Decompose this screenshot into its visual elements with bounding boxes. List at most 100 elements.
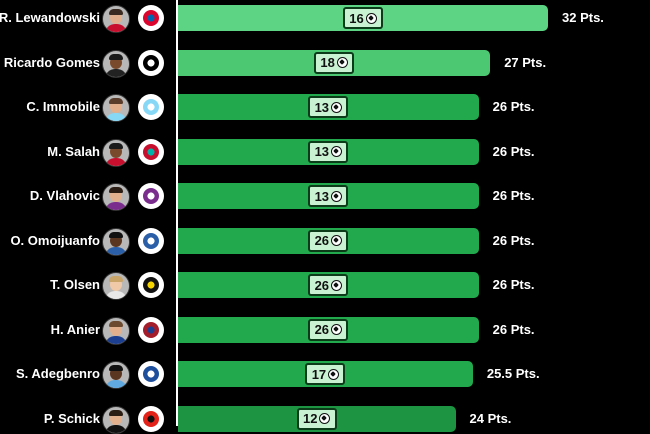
goals-count: 16 (349, 10, 364, 26)
club-crest-icon (143, 321, 159, 338)
football-icon (331, 146, 343, 157)
player-hair (109, 276, 123, 282)
player-shirt (105, 335, 127, 344)
player-shirt (105, 24, 127, 32)
goals-badge: 26 (308, 274, 349, 296)
player-name: T. Olsen (50, 277, 100, 292)
points-label: 26 Pts. (492, 188, 535, 203)
club-crest-icon (143, 10, 159, 26)
player-hair (109, 320, 123, 327)
goals-count: 26 (314, 233, 330, 248)
club-crest-icon (143, 232, 159, 249)
club-crest-icon (143, 366, 159, 382)
football-icon (331, 190, 343, 202)
goals-badge: 17 (305, 363, 346, 385)
football-icon (331, 101, 343, 113)
chart-axis-line (176, 0, 178, 426)
goals-count: 26 (314, 322, 330, 337)
player-name: O. Omoijuanfo (10, 232, 100, 248)
points-label: 25.5 Pts. (486, 366, 540, 381)
player-avatar (102, 183, 130, 211)
player-shirt (105, 68, 127, 77)
goals-count: 18 (320, 55, 335, 70)
player-avatar (102, 405, 130, 434)
player-hair (109, 98, 123, 104)
football-icon (365, 12, 377, 24)
club-logo (138, 405, 164, 432)
goals-badge: 13 (308, 185, 349, 207)
goals-count: 13 (314, 144, 330, 159)
points-label: 26 Pts. (492, 321, 535, 337)
player-name: S. Adegbenro (15, 366, 100, 381)
goals-badge: 12 (296, 407, 337, 430)
player-shirt (105, 157, 127, 166)
football-icon (331, 235, 343, 246)
club-logo (138, 361, 164, 387)
goals-count: 17 (311, 366, 327, 382)
goals-badge: 26 (308, 318, 349, 341)
goals-count: 12 (303, 411, 318, 426)
player-avatar (102, 49, 130, 78)
club-logo (138, 272, 164, 298)
football-icon (331, 279, 343, 291)
player-hair (109, 187, 123, 193)
club-crest-icon (143, 410, 159, 427)
club-logo (138, 49, 164, 76)
goals-badge: 16 (343, 7, 383, 29)
player-shirt (105, 202, 127, 210)
points-label: 26 Pts. (492, 232, 535, 248)
points-label: 26 Pts. (492, 99, 535, 114)
player-hair (109, 409, 123, 416)
football-icon (319, 413, 331, 424)
player-hair (109, 53, 123, 60)
player-shirt (105, 246, 127, 255)
club-logo (138, 183, 164, 209)
goals-count: 26 (314, 277, 330, 293)
club-logo (138, 94, 164, 120)
club-crest-icon (143, 277, 159, 293)
player-name: R. Lewandowski (0, 10, 100, 25)
player-avatar (102, 316, 130, 345)
player-name: D. Vlahovic (29, 188, 100, 203)
club-logo (138, 227, 164, 254)
goals-badge: 13 (308, 140, 349, 163)
points-label: 26 Pts. (492, 277, 535, 292)
points-label: 24 Pts. (469, 410, 512, 426)
points-label: 26 Pts. (492, 143, 535, 159)
goals-badge: 13 (308, 96, 349, 118)
football-icon (328, 368, 340, 380)
club-crest-icon (143, 54, 159, 71)
football-icon (336, 57, 348, 68)
player-shirt (105, 380, 127, 388)
player-hair (109, 365, 123, 371)
points-label: 27 Pts. (504, 54, 547, 70)
player-shirt (105, 291, 127, 299)
club-logo (138, 5, 164, 31)
player-avatar (102, 272, 130, 300)
player-hair (109, 9, 123, 15)
player-name: Ricardo Gomes (3, 54, 100, 70)
player-name: C. Immobile (26, 99, 100, 114)
player-name: H. Anier (50, 321, 100, 337)
player-avatar (102, 227, 130, 256)
player-avatar (102, 94, 130, 122)
player-name: M. Salah (47, 143, 100, 159)
goals-badge: 26 (308, 229, 349, 252)
player-avatar (102, 5, 130, 33)
club-crest-icon (143, 188, 159, 204)
club-crest-icon (143, 99, 159, 115)
player-name: P. Schick (43, 410, 100, 426)
club-logo (138, 316, 164, 343)
club-logo (138, 138, 164, 165)
goals-count: 13 (314, 99, 330, 115)
club-crest-icon (143, 143, 159, 160)
player-shirt (105, 113, 127, 121)
player-hair (109, 231, 123, 238)
player-avatar (102, 361, 130, 389)
player-hair (109, 142, 123, 149)
points-label: 32 Pts. (562, 10, 604, 25)
goals-badge: 18 (314, 51, 355, 74)
player-avatar (102, 138, 130, 167)
football-icon (331, 324, 343, 335)
